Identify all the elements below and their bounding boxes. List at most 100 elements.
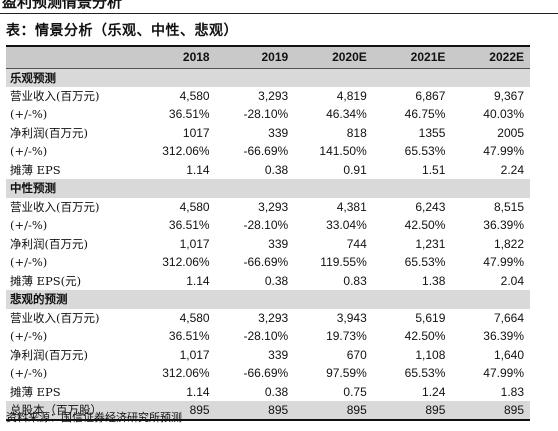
cell: 1017 (182, 125, 210, 140)
cell: 36.39% (483, 218, 524, 233)
cell: 1.24 (422, 384, 446, 399)
cell: 4,580 (179, 88, 210, 103)
cell: 9,367 (493, 88, 524, 103)
scenario-name: 乐观预测 (6, 68, 530, 87)
cell: 65.53% (404, 144, 446, 159)
cell: 312.06% (162, 366, 210, 381)
scenario-header-optimistic: 乐观预测 (6, 68, 530, 87)
cell: 40.03% (483, 107, 524, 122)
col-header: 2019 (215, 45, 295, 69)
cell: 3,293 (258, 88, 289, 103)
cell: 47.99% (483, 144, 524, 159)
cell: -28.10% (243, 107, 289, 122)
cell: 141.50% (319, 144, 367, 159)
cell: -28.10% (243, 218, 289, 233)
cell: 1.51 (422, 162, 446, 177)
table-row: 净利润(百万元) 1,017 339 670 1,108 1,640 (6, 346, 530, 365)
cell: 339 (268, 236, 289, 251)
cell: 2.04 (500, 273, 524, 288)
cell: 65.53% (404, 255, 446, 270)
row-label: 净利润(百万元) (10, 125, 88, 140)
cell: 1355 (418, 125, 446, 140)
row-label: 摊薄 EPS (10, 162, 61, 177)
cell: 818 (346, 125, 367, 140)
row-label: 摊薄 EPS(元) (10, 273, 82, 288)
cell: 0.38 (264, 384, 289, 399)
cell: 895 (372, 401, 452, 421)
cell: 895 (215, 401, 295, 421)
cell: -66.69% (243, 144, 289, 159)
cell: 36.39% (483, 329, 524, 344)
col-header: 2022E (451, 45, 530, 69)
cell: 3,293 (258, 310, 289, 325)
cell: -28.10% (243, 329, 289, 344)
row-label: 净利润(百万元) (10, 347, 88, 362)
cell: -66.69% (243, 366, 289, 381)
cell: 1,822 (493, 236, 524, 251)
row-label: (+/-%) (10, 144, 48, 159)
cell: 1,108 (415, 347, 446, 362)
row-label: (+/-%) (10, 329, 48, 344)
row-label: 总股本（百万股） (6, 401, 137, 421)
cell: 0.83 (343, 273, 367, 288)
scenario-name: 中性预测 (6, 179, 530, 198)
title-rule (0, 13, 558, 14)
cell: 47.99% (483, 366, 524, 381)
cell: 1.83 (500, 384, 524, 399)
row-label: (+/-%) (10, 218, 48, 233)
table-row: (+/-%) 36.51% -28.10% 19.73% 42.50% 36.3… (6, 327, 530, 346)
scenario-header-neutral: 中性预测 (6, 179, 530, 198)
cell: 312.06% (162, 255, 210, 270)
cell: 97.59% (326, 366, 367, 381)
table-row: 营业收入(百万元) 4,580 3,293 4,819 6,867 9,367 (6, 87, 530, 106)
cell: 3,293 (258, 199, 289, 214)
cell: 339 (268, 125, 289, 140)
cell: 1.14 (186, 273, 210, 288)
cell: 42.50% (404, 329, 446, 344)
scenario-header-pessimistic: 悲观的预测 (6, 290, 530, 309)
col-header: 2018 (137, 45, 216, 69)
cell: 1,231 (415, 236, 446, 251)
source-note: 资料来源：国信证券经济研究所预测 (6, 411, 182, 424)
cell: 670 (346, 347, 367, 362)
table-row: 摊薄 EPS 1.14 0.38 0.91 1.51 2.24 (6, 161, 530, 180)
cell: 1,017 (179, 236, 210, 251)
table-row: 摊薄 EPS(元) 1.14 0.38 0.83 1.38 2.04 (6, 272, 530, 291)
cell: 312.06% (162, 144, 210, 159)
cell: 895 (137, 401, 216, 421)
cell: 36.51% (168, 107, 210, 122)
row-label: (+/-%) (10, 366, 48, 381)
row-label: (+/-%) (10, 107, 48, 122)
cell: 65.53% (404, 366, 446, 381)
cell: -66.69% (243, 255, 289, 270)
cell: 1.14 (186, 384, 210, 399)
total-shares-row: 总股本（百万股） 895 895 895 895 895 (6, 401, 530, 421)
cell: 19.73% (326, 329, 367, 344)
cell: 1,017 (179, 347, 210, 362)
cell: 6,243 (415, 199, 446, 214)
table-row: 净利润(百万元) 1017 339 818 1355 2005 (6, 124, 530, 143)
table-row: (+/-%) 312.06% -66.69% 97.59% 65.53% 47.… (6, 364, 530, 383)
table-row: (+/-%) 312.06% -66.69% 141.50% 65.53% 47… (6, 142, 530, 161)
scenario-table: 2018 2019 2020E 2021E 2022E 乐观预测 营业收入(百万… (6, 45, 530, 421)
scenario-name: 悲观的预测 (6, 290, 530, 309)
cell: 895 (294, 401, 373, 421)
cell: 1.38 (422, 273, 446, 288)
cell: 42.50% (404, 218, 446, 233)
table-row: (+/-%) 312.06% -66.69% 119.55% 65.53% 47… (6, 253, 530, 272)
cell: 8,515 (493, 199, 524, 214)
cell: 0.75 (343, 384, 367, 399)
table-row: 营业收入(百万元) 4,580 3,293 4,381 6,243 8,515 (6, 198, 530, 217)
table-row: 营业收入(百万元) 4,580 3,293 3,943 5,619 7,664 (6, 309, 530, 328)
cell: 4,580 (179, 310, 210, 325)
section-title: 盈利预测情景分析 (2, 0, 123, 11)
row-label: 营业收入(百万元) (10, 310, 100, 325)
cell: 36.51% (168, 218, 210, 233)
cell: 2005 (497, 125, 524, 140)
table-row: (+/-%) 36.51% -28.10% 46.34% 46.75% 40.0… (6, 105, 530, 124)
header-corner (6, 45, 137, 69)
table-row: (+/-%) 36.51% -28.10% 33.04% 42.50% 36.3… (6, 216, 530, 235)
cell: 33.04% (326, 218, 367, 233)
row-label: 净利润(百万元) (10, 236, 88, 251)
